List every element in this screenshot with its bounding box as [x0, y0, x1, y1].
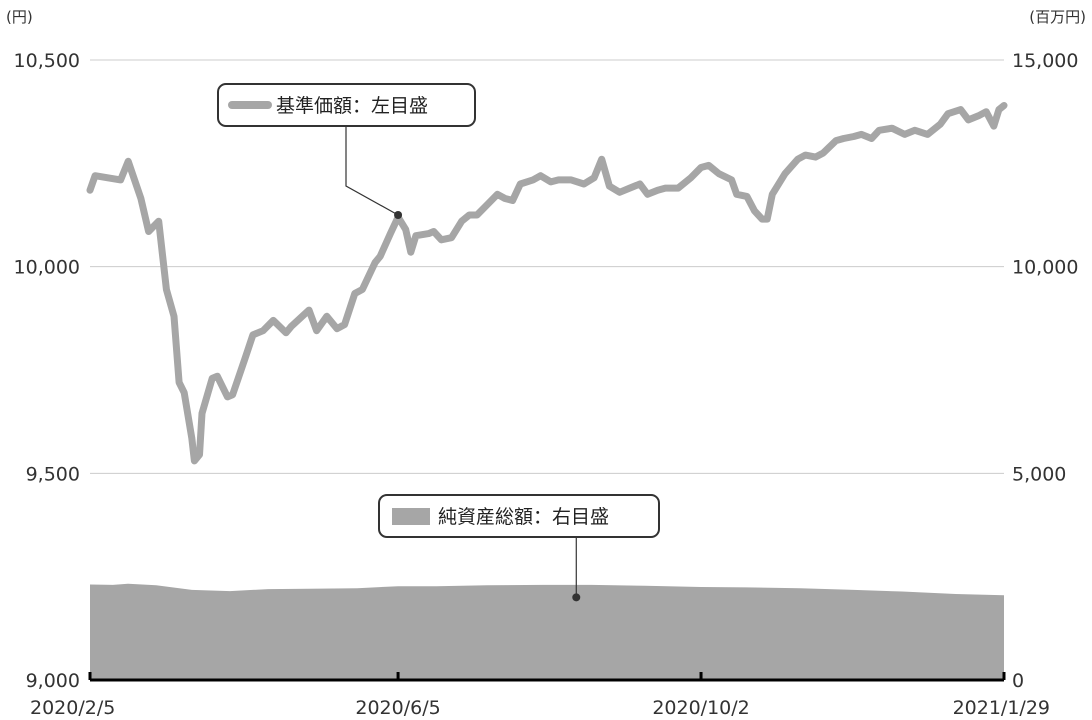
x-tick-label: 2020/6/5: [355, 697, 440, 719]
y-left-tick-label: 9,500: [26, 463, 80, 485]
right-axis-unit: (百万円): [1029, 8, 1086, 26]
legend-net-assets-swatch: [392, 508, 430, 525]
axes: [88, 672, 1006, 682]
legend-nav-label: 基準価額：左目盛: [276, 95, 428, 117]
y-left-tick-label: 9,000: [26, 670, 80, 692]
nav-callout-leader: [345, 126, 399, 216]
y-left-tick-label: 10,500: [14, 50, 80, 72]
x-tick-label: 2020/10/2: [652, 697, 749, 719]
tick-labels: 9,000 0 9,500 5,000 10,000 10,000 10,500 15,000…: [14, 50, 1079, 719]
x-tick-label: 2020/2/5: [30, 697, 115, 719]
net-assets-callout-dot: [572, 593, 581, 602]
legend-nav-box: [217, 83, 476, 127]
y-left-tick-label: 10,000: [14, 257, 80, 279]
callouts: [345, 126, 581, 602]
y-right-tick-label: 15,000: [1012, 50, 1078, 72]
legend-nav: 基準価額：左目盛: [217, 83, 476, 127]
nav-line: [86, 102, 1008, 465]
gridlines: [90, 59, 1004, 474]
legend-net-assets-box: [378, 494, 660, 538]
nav-line-layer: [86, 102, 1008, 465]
y-right-tick-label: 10,000: [1012, 257, 1078, 279]
left-axis-unit: (円): [6, 8, 33, 26]
net-assets-area: [90, 583, 1004, 680]
legend-net-assets-label: 純資産総額：右目盛: [438, 506, 609, 528]
legend-net-assets: 純資産総額：右目盛: [378, 494, 660, 538]
y-right-tick-label: 0: [1012, 670, 1024, 692]
net-assets-area-layer: [90, 583, 1004, 680]
x-tick-label: 2021/1/29: [953, 697, 1050, 719]
y-right-tick-label: 5,000: [1012, 463, 1066, 485]
nav-callout-dot: [394, 211, 403, 219]
